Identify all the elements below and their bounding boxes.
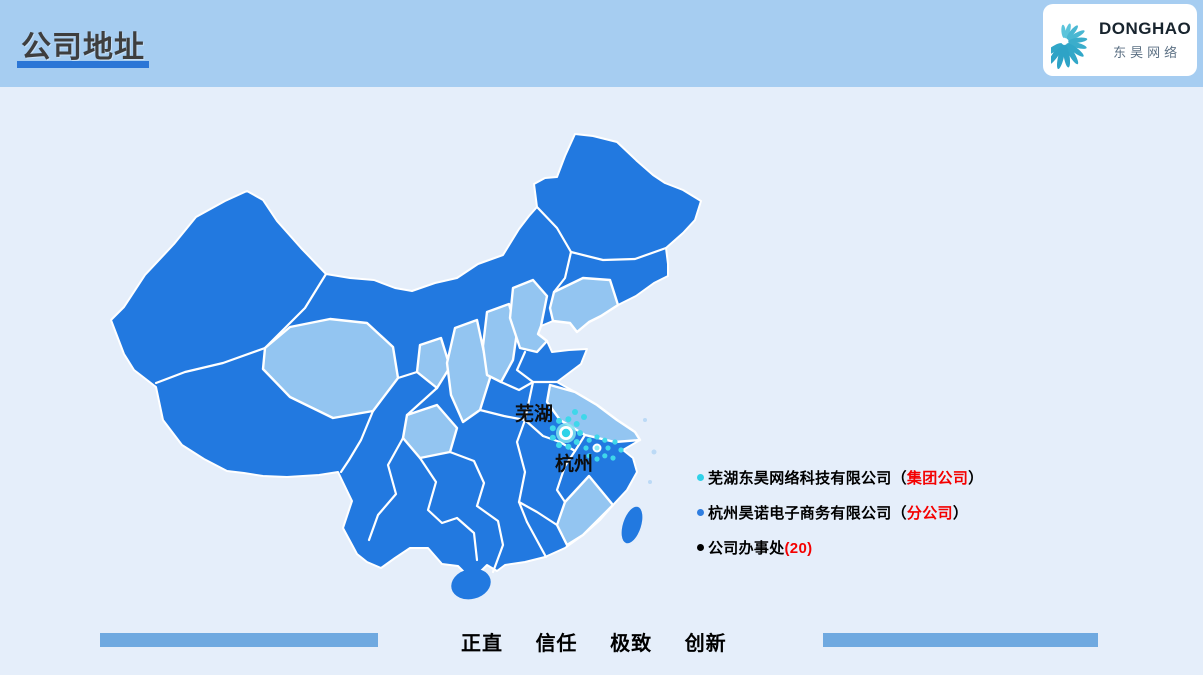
logo-name: DONGHAO: [1099, 19, 1192, 38]
city-label-hangzhou: 杭州: [555, 452, 593, 475]
legend-bullet-blue: [697, 509, 704, 516]
page-title: 公司地址: [21, 31, 145, 64]
hainan-island: [451, 568, 491, 600]
city-label-wuhu: 芜湖: [515, 402, 553, 425]
legend-item-group-company: 芜湖东昊网络科技有限公司（集团公司）: [697, 466, 983, 489]
legend-item-offices: 公司办事处(20): [697, 536, 983, 559]
bottom-bar-left: [100, 633, 378, 647]
value-word: 极致: [610, 633, 653, 655]
logo-subtitle: 东昊网络: [1113, 45, 1182, 60]
header-band: 公司地址 DONGHAO 东昊网络: [0, 0, 1203, 87]
taiwan-island: [621, 506, 643, 544]
company-values: 正直 信任 极致 创新: [461, 627, 727, 656]
value-word: 信任: [535, 633, 578, 655]
logo-text: DONGHAO 东昊网络: [1099, 19, 1191, 61]
legend-bullet-black: [697, 544, 704, 551]
wuhu-marker: [549, 409, 587, 450]
title-underline: [17, 61, 149, 68]
legend-label: 杭州昊诺电子商务有限公司（分公司）: [708, 505, 969, 522]
company-logo: DONGHAO 东昊网络: [1043, 4, 1197, 76]
map-legend: 芜湖东昊网络科技有限公司（集团公司） 杭州昊诺电子商务有限公司（分公司） 公司办…: [697, 466, 983, 571]
legend-item-branch-company: 杭州昊诺电子商务有限公司（分公司）: [697, 501, 983, 524]
fan-logo-icon: [1051, 23, 1088, 70]
map-province-borders: [154, 205, 668, 574]
value-word: 创新: [684, 633, 727, 655]
china-map: 芜湖 杭州: [105, 120, 725, 620]
map-light-provinces: [261, 276, 642, 547]
legend-label: 公司办事处(20): [708, 540, 813, 557]
legend-bullet-cyan: [697, 474, 704, 481]
value-word: 正直: [461, 633, 503, 655]
bottom-bar-right: [823, 633, 1098, 647]
china-map-svg: 芜湖 杭州: [110, 133, 702, 600]
map-islands: [451, 418, 657, 600]
hangzhou-marker: [583, 434, 624, 462]
legend-label: 芜湖东昊网络科技有限公司（集团公司）: [708, 470, 984, 487]
map-country-shape: [110, 133, 702, 576]
